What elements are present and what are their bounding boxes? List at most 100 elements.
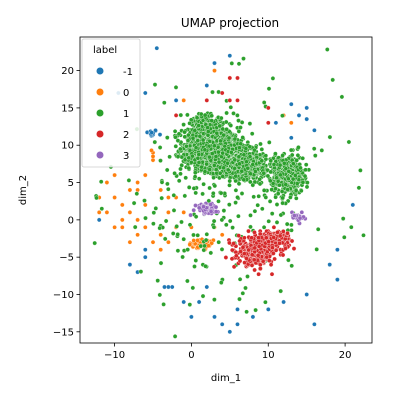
point-label-1 xyxy=(274,220,280,225)
point-label-neg1 xyxy=(169,284,175,290)
point-label-2 xyxy=(252,245,258,251)
point-label-1 xyxy=(159,180,165,185)
point-label-neg1 xyxy=(327,262,332,267)
point-label-neg1 xyxy=(304,116,309,122)
point-label-1 xyxy=(261,188,267,193)
point-label-1 xyxy=(211,191,216,196)
point-label-3 xyxy=(193,203,198,208)
point-label-1 xyxy=(239,120,245,125)
point-label-0 xyxy=(120,217,125,223)
point-label-1 xyxy=(221,132,226,138)
point-label-0 xyxy=(127,239,133,245)
point-label-1 xyxy=(225,160,230,166)
point-label-1 xyxy=(180,254,185,260)
point-label-1 xyxy=(190,285,196,291)
point-label-neg1 xyxy=(289,101,294,107)
point-label-1 xyxy=(330,77,335,83)
point-label-1 xyxy=(161,302,166,307)
point-label-1 xyxy=(198,243,204,249)
point-label-2 xyxy=(273,248,279,253)
point-label-1 xyxy=(293,173,298,178)
point-label-1 xyxy=(185,278,190,284)
point-label-0 xyxy=(112,195,117,200)
point-label-2 xyxy=(238,249,243,254)
point-label-1 xyxy=(193,170,198,175)
legend-entry-label: 1 xyxy=(123,109,129,120)
point-label-1 xyxy=(224,110,229,116)
point-label-1 xyxy=(282,161,287,166)
point-label-2 xyxy=(227,75,233,81)
point-label-neg1 xyxy=(289,135,294,141)
point-label-1 xyxy=(346,139,352,145)
point-label-1 xyxy=(179,219,184,225)
legend-marker xyxy=(96,67,104,75)
point-label-1 xyxy=(159,195,164,201)
legend-items: -1 0 1 2 3 xyxy=(96,67,133,162)
point-label-neg1 xyxy=(335,277,340,282)
point-label-1 xyxy=(192,174,198,179)
point-label-2 xyxy=(291,246,297,251)
point-label-2 xyxy=(256,235,261,240)
y-tick-label: 10 xyxy=(61,141,74,152)
point-label-1 xyxy=(220,150,225,156)
point-label-neg1 xyxy=(204,284,210,290)
point-label-1 xyxy=(361,233,366,238)
point-label-1 xyxy=(274,175,279,181)
point-label-1 xyxy=(196,176,202,181)
point-label-2 xyxy=(237,258,243,264)
point-label-1 xyxy=(202,169,208,174)
point-label-2 xyxy=(266,239,271,244)
point-label-neg1 xyxy=(212,60,217,66)
point-label-1 xyxy=(288,195,293,200)
point-label-1 xyxy=(213,167,219,172)
point-label-1 xyxy=(167,154,172,160)
point-label-2 xyxy=(246,228,251,234)
point-label-1 xyxy=(189,160,194,165)
point-label-1 xyxy=(305,180,310,185)
point-label-1 xyxy=(211,175,216,180)
point-label-1 xyxy=(176,178,182,184)
point-label-1 xyxy=(226,135,232,141)
legend-title: label xyxy=(93,45,117,56)
point-label-1 xyxy=(132,224,138,230)
point-label-1 xyxy=(267,140,272,145)
point-label-1 xyxy=(174,224,179,229)
point-label-1 xyxy=(253,307,258,313)
point-label-2 xyxy=(234,253,239,259)
point-label-1 xyxy=(178,146,183,152)
point-label-1 xyxy=(186,165,192,171)
point-label-1 xyxy=(256,194,261,199)
x-axis-label: dim_1 xyxy=(211,373,241,384)
point-label-1 xyxy=(190,135,196,141)
point-label-1 xyxy=(155,278,160,283)
point-label-1 xyxy=(193,214,199,219)
point-label-1 xyxy=(227,183,232,188)
point-label-2 xyxy=(267,258,272,263)
legend-marker xyxy=(96,130,104,138)
point-label-3 xyxy=(297,215,303,221)
point-label-1 xyxy=(280,113,285,118)
point-label-1 xyxy=(221,165,226,171)
point-label-1 xyxy=(216,199,221,204)
point-label-1 xyxy=(349,224,354,230)
point-label-2 xyxy=(289,238,295,244)
point-label-1 xyxy=(314,247,319,252)
point-label-1 xyxy=(294,196,299,201)
point-label-1 xyxy=(171,208,177,213)
point-label-2 xyxy=(256,271,261,277)
point-label-neg1 xyxy=(335,247,340,252)
point-label-1 xyxy=(221,208,227,213)
point-label-2 xyxy=(268,262,274,267)
point-label-1 xyxy=(244,159,249,165)
point-label-1 xyxy=(195,138,201,143)
legend: label -1 0 1 2 3 xyxy=(81,38,141,168)
point-label-1 xyxy=(195,155,201,161)
point-label-1 xyxy=(304,184,310,190)
point-label-1 xyxy=(192,128,198,133)
point-label-1 xyxy=(187,222,193,228)
point-label-1 xyxy=(182,193,188,199)
point-label-3 xyxy=(188,212,193,218)
x-tick-label: −10 xyxy=(104,350,125,361)
point-label-0 xyxy=(135,232,140,238)
point-label-1 xyxy=(173,144,179,149)
